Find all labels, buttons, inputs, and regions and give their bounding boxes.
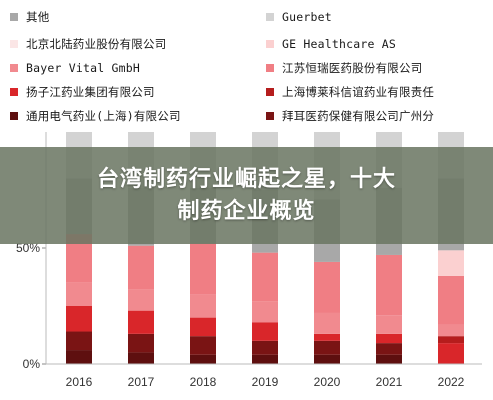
- legend-label: 扬子江药业集团有限公司: [26, 85, 155, 99]
- legend-label: 其他: [26, 10, 50, 24]
- legend-item: 上海博莱科信谊药业有限责任: [266, 84, 491, 100]
- banner-title-line-2: 制药企业概览: [177, 198, 316, 224]
- bar-segment: [190, 354, 216, 364]
- bar-segment: [66, 282, 92, 306]
- legend-item: 拜耳医药保健有限公司广州分: [266, 108, 491, 124]
- bar-segment: [128, 245, 154, 290]
- bar-segment: [438, 275, 464, 325]
- bar-segment: [190, 243, 216, 295]
- bar-segment: [66, 350, 92, 364]
- legend-item: 北京北陆药业股份有限公司: [10, 36, 260, 52]
- bar-segment: [252, 354, 278, 364]
- x-tick-label: 2016: [66, 375, 93, 389]
- legend-label: Guerbet: [282, 10, 332, 24]
- bar-segment: [128, 289, 154, 311]
- bar-segment: [314, 312, 340, 334]
- chart-legend: 其他 Guerbet 北京北陆药业股份有限公司 GE Healthcare AS Bay…: [0, 0, 493, 130]
- bar-segment: [252, 322, 278, 341]
- legend-label: Bayer Vital GmbH: [26, 61, 140, 75]
- title-banner: 台湾制药行业崛起之星，十大 制药企业概览: [0, 147, 493, 244]
- legend-swatch: [266, 40, 274, 48]
- bar-segment: [438, 250, 464, 276]
- legend-swatch: [266, 88, 274, 96]
- bar-segment: [376, 254, 402, 316]
- legend-swatch: [10, 64, 18, 72]
- legend-item: GE Healthcare AS: [266, 36, 491, 52]
- bar-segment: [252, 301, 278, 323]
- x-tick-label: 2018: [190, 375, 217, 389]
- legend-swatch: [266, 112, 274, 120]
- bar-segment: [314, 333, 340, 341]
- legend-item: 扬子江药业集团有限公司: [10, 84, 260, 100]
- legend-label: 上海博莱科信谊药业有限责任: [282, 85, 435, 99]
- legend-swatch: [10, 13, 18, 21]
- legend-label: 拜耳医药保健有限公司广州分: [282, 109, 435, 123]
- bar-segment: [66, 331, 92, 351]
- bar-segment: [376, 315, 402, 334]
- legend-swatch: [10, 40, 18, 48]
- legend-item: Bayer Vital GmbH: [10, 60, 260, 76]
- legend-item: 其他: [10, 9, 260, 25]
- x-tick-label: 2022: [438, 375, 465, 389]
- x-tick-label: 2021: [376, 375, 403, 389]
- legend-swatch: [266, 13, 274, 21]
- bar-segment: [438, 343, 464, 364]
- legend-label: 江苏恒瑞医药股份有限公司: [282, 61, 423, 75]
- bar-segment: [438, 336, 464, 344]
- x-tick-label: 2017: [128, 375, 155, 389]
- bar-segment: [376, 333, 402, 344]
- legend-swatch: [10, 112, 18, 120]
- bar-segment: [190, 294, 216, 318]
- legend-label: 北京北陆药业股份有限公司: [26, 37, 167, 51]
- bar-segment: [190, 317, 216, 337]
- legend-item: 通用电气药业(上海)有限公司: [10, 108, 260, 124]
- bar-segment: [314, 261, 340, 313]
- bar-segment: [376, 354, 402, 364]
- y-tick-label: 50%: [16, 241, 40, 255]
- bar-segment: [66, 306, 92, 332]
- bar-segment: [190, 336, 216, 355]
- legend-swatch: [266, 64, 274, 72]
- bar-segment: [438, 324, 464, 337]
- legend-label: 通用电气药业(上海)有限公司: [26, 109, 181, 123]
- x-tick-label: 2020: [314, 375, 341, 389]
- bar-segment: [376, 343, 402, 355]
- y-tick-label: 0%: [23, 357, 41, 371]
- legend-item: Guerbet: [266, 9, 491, 25]
- legend-swatch: [10, 88, 18, 96]
- bar-segment: [128, 333, 154, 353]
- legend-item: 江苏恒瑞医药股份有限公司: [266, 60, 491, 76]
- x-tick-label: 2019: [252, 375, 279, 389]
- legend-label: GE Healthcare AS: [282, 37, 396, 51]
- bar-segment: [252, 340, 278, 355]
- bar-segment: [314, 354, 340, 364]
- bar-segment: [128, 352, 154, 364]
- bar-segment: [252, 252, 278, 302]
- bar-segment: [128, 310, 154, 334]
- bar-segment: [314, 340, 340, 355]
- banner-title-line-1: 台湾制药行业崛起之星，十大: [96, 166, 396, 192]
